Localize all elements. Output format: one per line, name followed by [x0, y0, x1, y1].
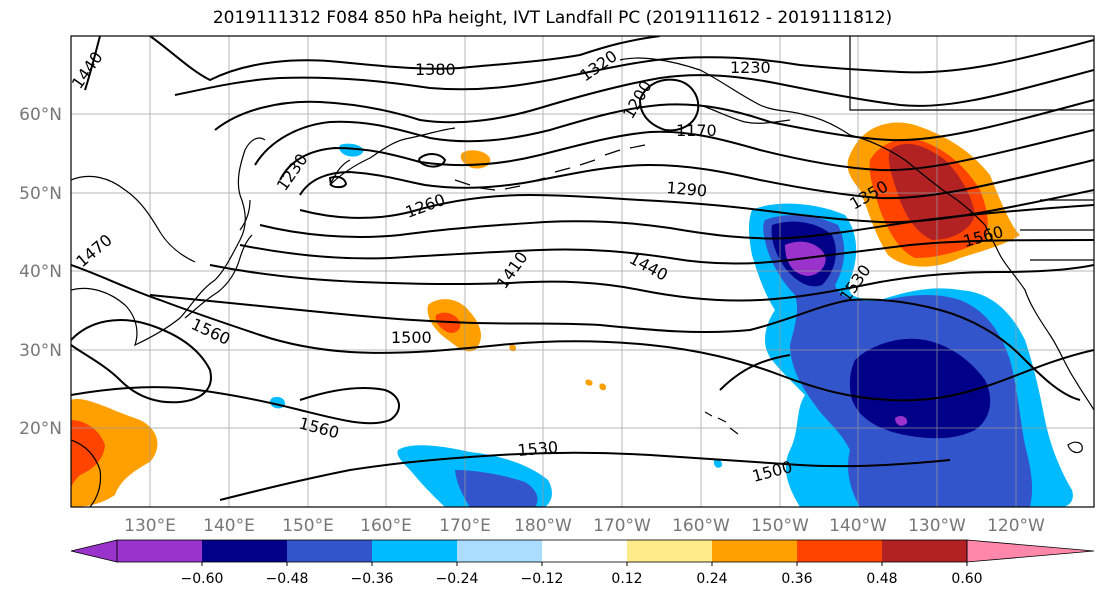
- lon-label: 120°W: [987, 516, 1045, 536]
- map-frame: [70, 35, 1095, 508]
- ivt-positive-fields: [71, 122, 1020, 507]
- colorbar-segment: [202, 540, 287, 562]
- lon-label: 130°W: [908, 516, 966, 536]
- contour-label: 1380: [415, 60, 456, 79]
- colorbar-tick-label: 0.36: [781, 571, 812, 587]
- colorbar-tick-label: −0.12: [521, 571, 564, 587]
- longitude-labels: 130°E 140°E 150°E 160°E 170°E 180°W 170°…: [124, 516, 1045, 536]
- height-contours: [71, 36, 1094, 501]
- map-gridlines: [71, 36, 1094, 507]
- contour-label: 1530: [517, 438, 559, 460]
- contour-label: 1290: [666, 178, 708, 200]
- lon-label: 150°E: [282, 516, 334, 536]
- colorbar-segment: [542, 540, 627, 562]
- lat-label: 20°N: [19, 419, 62, 439]
- lat-label: 60°N: [19, 105, 62, 125]
- colorbar-tick-label: −0.36: [351, 571, 394, 587]
- colorbar-ticks: [201, 562, 968, 566]
- lon-label: 180°W: [514, 516, 572, 536]
- colorbar-segment: [287, 540, 372, 562]
- colorbar-tick-label: −0.60: [181, 571, 224, 587]
- lat-label: 50°N: [19, 184, 62, 204]
- colorbar-tick-label: 0.24: [696, 571, 727, 587]
- lat-label: 40°N: [19, 262, 62, 282]
- colorbar-tick-label: 0.60: [951, 571, 982, 587]
- colorbar-tick-label: 0.48: [866, 571, 897, 587]
- colorbar-extend-high: [966, 539, 1095, 563]
- lon-label: 140°E: [203, 516, 255, 536]
- colorbar: −0.60 −0.48 −0.36 −0.24 −0.12 0.12 0.24 …: [70, 539, 1095, 587]
- contour-label: 1230: [730, 58, 771, 77]
- colorbar-segment: [627, 540, 712, 562]
- colorbar-segment: [117, 540, 202, 562]
- colorbar-tick-label: −0.24: [436, 571, 479, 587]
- contour-label: 1500: [391, 328, 432, 347]
- map-title: 2019111312 F084 850 hPa height, IVT Land…: [212, 8, 893, 28]
- lon-label: 140°W: [829, 516, 887, 536]
- colorbar-tick-label: 0.12: [611, 571, 642, 587]
- latitude-labels: 60°N 50°N 40°N 30°N 20°N: [19, 105, 62, 439]
- colorbar-segment: [712, 540, 797, 562]
- lat-label: 30°N: [19, 341, 62, 361]
- colorbar-segment: [882, 540, 967, 562]
- colorbar-segment: [797, 540, 882, 562]
- lon-label: 130°E: [124, 516, 176, 536]
- colorbar-tick-label: −0.48: [266, 571, 309, 587]
- lon-label: 160°W: [672, 516, 730, 536]
- colorbar-extend-low: [70, 539, 118, 563]
- contour-label: 1170: [676, 121, 717, 140]
- lon-label: 170°E: [439, 516, 491, 536]
- colorbar-segment: [372, 540, 457, 562]
- lon-label: 170°W: [593, 516, 651, 536]
- colorbar-segment: [457, 540, 542, 562]
- lon-label: 160°E: [360, 516, 412, 536]
- ivt-negative-fields: [269, 143, 1073, 507]
- lon-label: 150°W: [751, 516, 809, 536]
